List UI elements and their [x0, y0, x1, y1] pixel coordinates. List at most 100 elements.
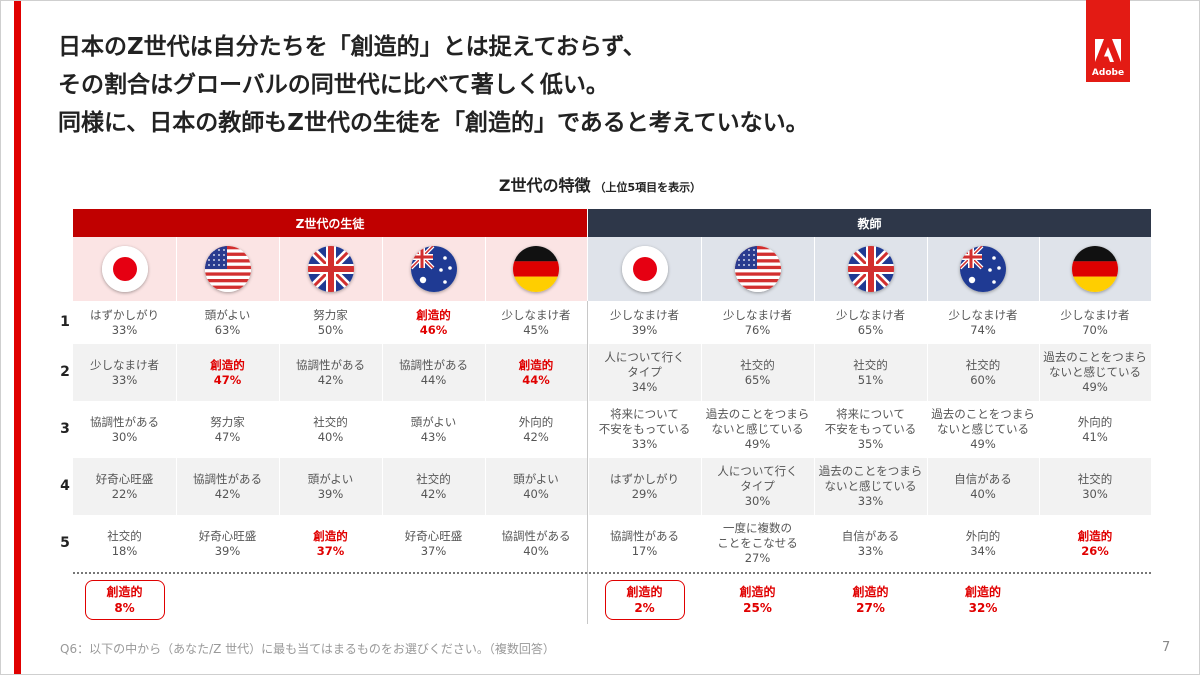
- table-cell: 協調性がある 44%: [382, 344, 485, 401]
- creative-summary: 創造的 8%: [84, 580, 165, 620]
- cell-value: 41%: [1082, 429, 1108, 444]
- cell-value: 33%: [111, 322, 138, 337]
- table-cell: 過去のことをつまら ないと感じている 49%: [701, 401, 814, 458]
- table-cell: 協調性がある 30%: [73, 401, 176, 458]
- cell-value: 33%: [631, 437, 658, 451]
- cell-label: 社交的: [740, 357, 775, 372]
- cell-label: 社交的: [416, 471, 451, 486]
- table-cell: 創造的 47%: [176, 344, 279, 401]
- cell-value: 42%: [523, 429, 549, 444]
- usa-flag-icon: [734, 246, 781, 292]
- table-cell: 創造的 46%: [382, 301, 485, 344]
- column-divider: [701, 237, 702, 301]
- column-divider: [927, 458, 928, 515]
- slide-headline: 日本のZ世代は自分たちを「創造的」とは捉えておらず、 その割合はグローバルの同世…: [58, 28, 1068, 142]
- summary-label: 創造的: [106, 585, 143, 599]
- table-cell: 協調性がある 42%: [176, 458, 279, 515]
- cell-label: 協調性がある: [501, 528, 571, 543]
- table-cell: 創造的 37%: [279, 515, 382, 572]
- table-cell: 努力家 47%: [176, 401, 279, 458]
- cell-label: 協調性がある: [610, 528, 679, 543]
- column-divider: [382, 344, 383, 401]
- cell-label: 社交的: [313, 414, 348, 429]
- footnote: Q6：以下の中から（あなた/Z 世代）に最も当てはまるものをお選びください。（複…: [60, 642, 555, 656]
- cell-label: はずかしがり: [90, 307, 159, 322]
- uk-flag-icon: [307, 246, 354, 292]
- cell-value: 39%: [317, 486, 344, 501]
- cell-label: 努力家: [210, 414, 245, 429]
- table-cell: 人について行く タイプ 30%: [701, 458, 814, 515]
- cell-value: 76%: [744, 322, 771, 337]
- column-divider: [1039, 344, 1040, 401]
- flag-cell: [1039, 237, 1151, 301]
- cell-value: 43%: [420, 429, 447, 444]
- column-divider: [927, 237, 928, 301]
- uk-flag-icon: [847, 246, 894, 292]
- summary-label: 創造的: [852, 585, 889, 599]
- cell-value: 65%: [857, 322, 884, 337]
- column-divider: [279, 458, 280, 515]
- cell-label: 創造的: [313, 528, 348, 543]
- cell-label: 創造的: [210, 357, 245, 372]
- japan-flag-icon: [101, 246, 148, 292]
- summary-label: 創造的: [626, 585, 663, 599]
- cell-label: 過去のことをつまら ないと感じている: [1043, 350, 1147, 379]
- table-cell: 協調性がある 40%: [485, 515, 587, 572]
- table-cell: 頭がよい 40%: [485, 458, 587, 515]
- summary-value: 27%: [856, 601, 885, 615]
- cell-label: 頭がよい: [513, 471, 559, 486]
- creative-summary: 創造的 32%: [927, 580, 1039, 620]
- table-cell: 人について行く タイプ 34%: [588, 344, 701, 401]
- cell-label: 少しなまけ者: [836, 307, 905, 322]
- headline-line-3: 同様に、日本の教師もZ世代の生徒を「創造的」であると考えていない。: [58, 110, 809, 136]
- table-cell: 頭がよい 43%: [382, 401, 485, 458]
- flag-cell: [927, 237, 1039, 301]
- column-divider: [588, 344, 589, 401]
- teachers-header: 教師: [588, 209, 1151, 237]
- cell-label: 過去のことをつまら ないと感じている: [931, 407, 1035, 436]
- australia-flag-icon: [960, 246, 1006, 292]
- cell-label: 外向的: [1077, 414, 1113, 429]
- cell-label: 少しなまけ者: [1060, 307, 1130, 322]
- cell-label: 少しなまけ者: [610, 307, 679, 322]
- cell-label: 創造的: [1077, 528, 1113, 543]
- headline-line-2: その割合はグローバルの同世代に比べて著しく低い。: [58, 72, 609, 98]
- column-divider: [814, 344, 815, 401]
- table-cell: 過去のことをつまら ないと感じている 33%: [814, 458, 927, 515]
- cell-label: 過去のことをつまら ないと感じている: [705, 407, 810, 436]
- column-divider: [927, 344, 928, 401]
- rank-number: 2: [60, 363, 70, 380]
- flag-cell: [382, 237, 485, 301]
- flag-cell: [485, 237, 587, 301]
- table-cell: 社交的 65%: [701, 344, 814, 401]
- summary-value: 8%: [114, 601, 135, 615]
- table-cell: 頭がよい 39%: [279, 458, 382, 515]
- flag-cell: [176, 237, 279, 301]
- cell-label: 頭がよい: [410, 414, 457, 429]
- table-cell: 少しなまけ者 45%: [485, 301, 587, 344]
- cell-label: 頭がよい: [307, 471, 354, 486]
- column-divider: [485, 458, 486, 515]
- column-divider: [485, 237, 486, 301]
- cell-value: 18%: [111, 543, 138, 558]
- flag-cell: [279, 237, 382, 301]
- adobe-logo: Adobe: [1086, 0, 1130, 82]
- creative-summary: 創造的 2%: [604, 580, 685, 620]
- column-divider: [814, 237, 815, 301]
- cell-label: 自信がある: [841, 528, 900, 543]
- cell-value: 37%: [316, 543, 345, 558]
- table-cell: 将来について 不安をもっている 33%: [588, 401, 701, 458]
- table-cell: 少しなまけ者 65%: [814, 301, 927, 344]
- table-cell: 一度に複数の ことをこなせる 27%: [701, 515, 814, 572]
- cell-label: 創造的: [518, 357, 554, 372]
- cell-label: 好奇心旺盛: [95, 471, 154, 486]
- cell-label: 一度に複数の ことをこなせる: [717, 521, 798, 550]
- cell-label: 頭がよい: [204, 307, 251, 322]
- cell-label: 協調性がある: [90, 414, 159, 429]
- cell-value: 40%: [523, 543, 549, 558]
- group-separator: [587, 301, 588, 624]
- column-divider: [176, 344, 177, 401]
- table-cell: 少しなまけ者 33%: [73, 344, 176, 401]
- cell-value: 47%: [214, 429, 241, 444]
- column-divider: [701, 344, 702, 401]
